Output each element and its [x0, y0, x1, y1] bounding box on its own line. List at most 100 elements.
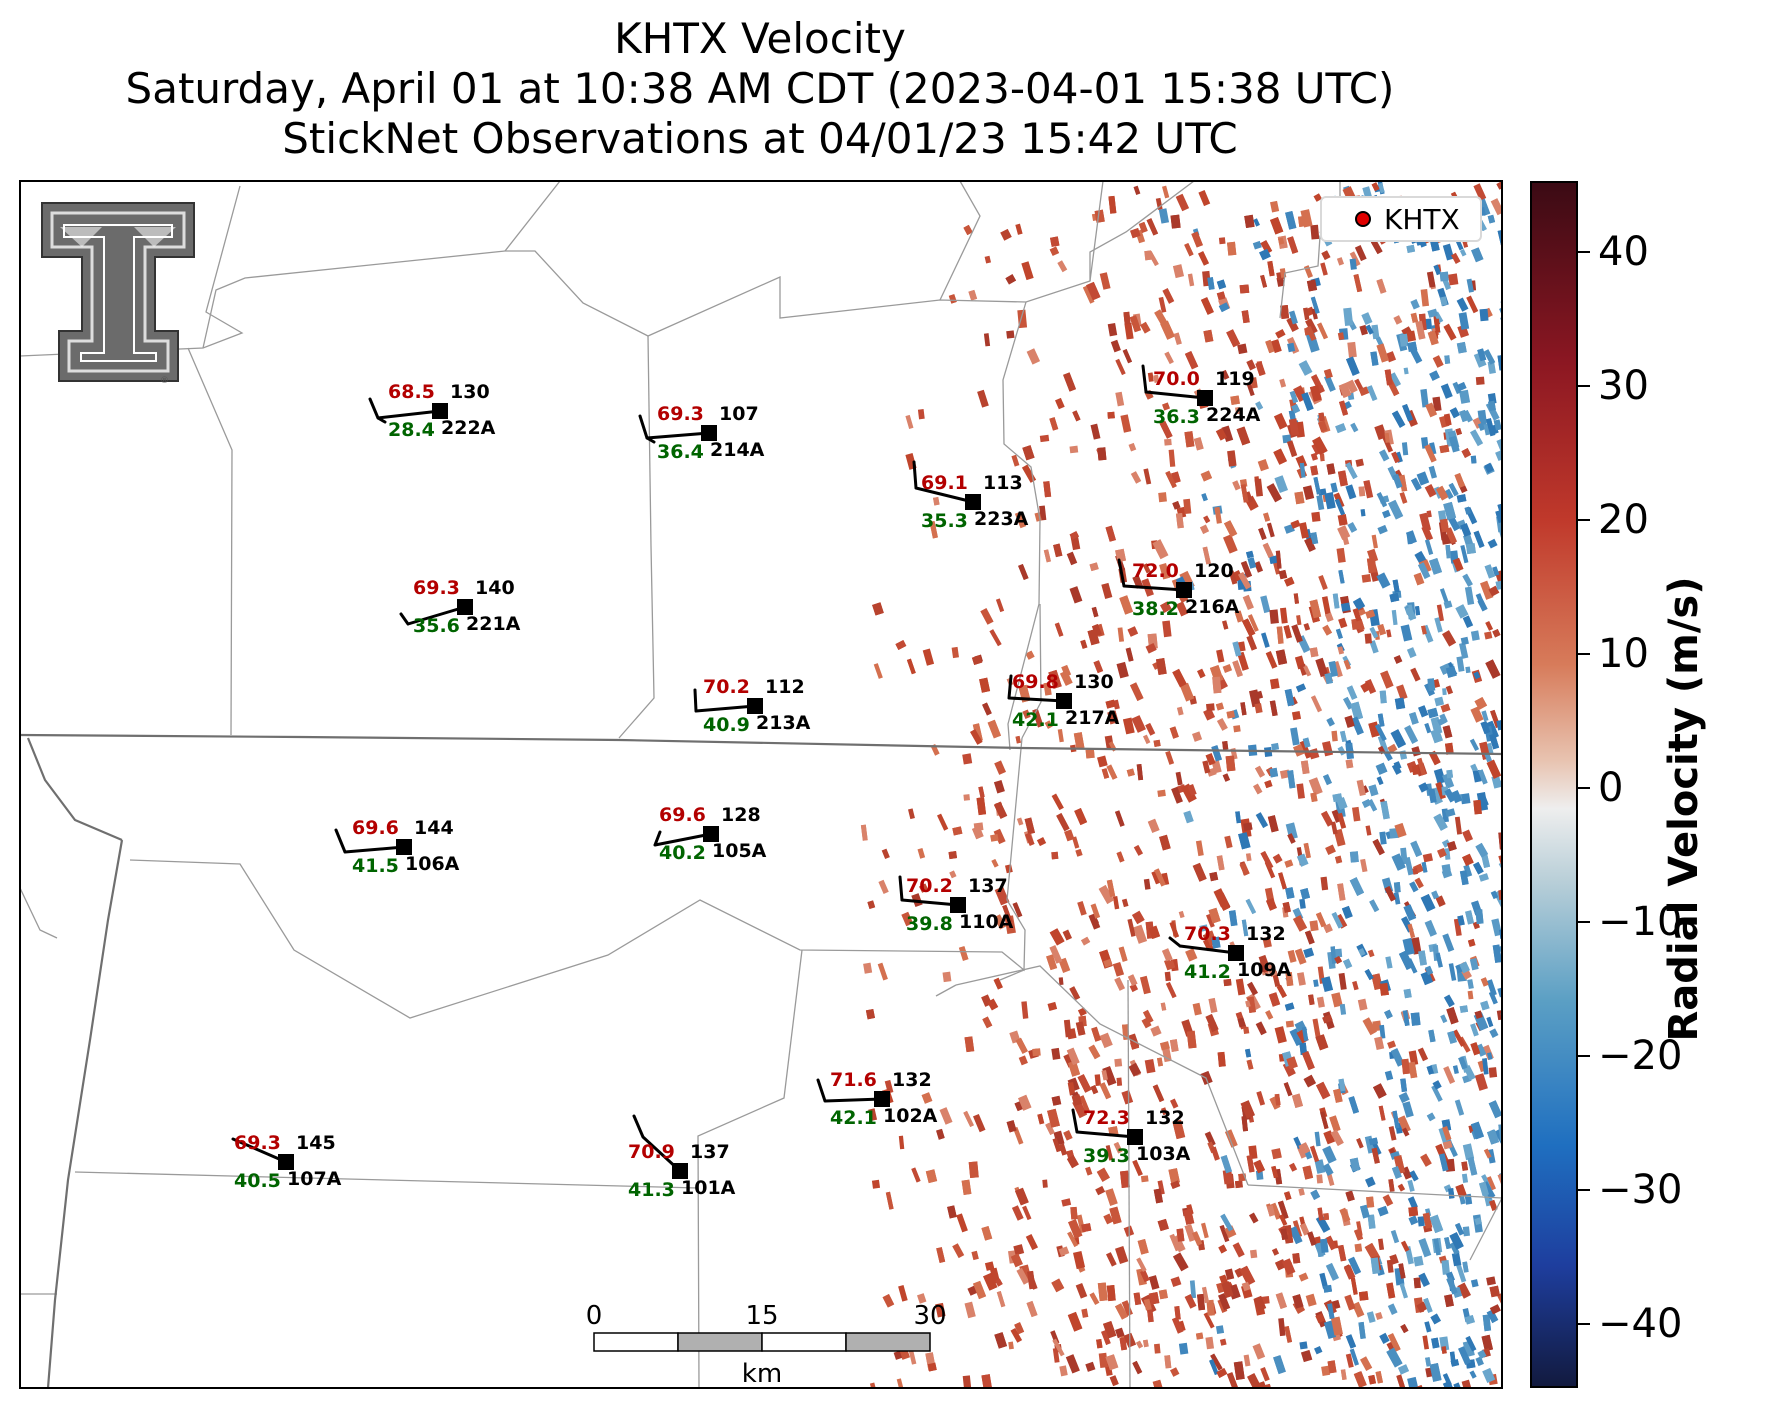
station-pressure: 132: [1145, 1107, 1185, 1129]
station-dewpoint: 40.5: [234, 1170, 281, 1192]
station-pressure: 137: [690, 1141, 730, 1163]
colorbar-tick: [1578, 251, 1590, 253]
station-dewpoint: 41.5: [352, 855, 399, 877]
station-temperature: 69.3: [234, 1132, 281, 1154]
station-pressure: 130: [1074, 671, 1114, 693]
county-borders: [20, 181, 1502, 1388]
station-109a[interactable]: 70.3 132 41.2 109A: [1168, 923, 1292, 983]
scale-segment: [677, 1332, 763, 1352]
title-line-2: Saturday, April 01 at 10:38 AM CDT (2023…: [125, 64, 1395, 113]
colorbar-tick-label: 10: [1598, 631, 1649, 677]
station-103a[interactable]: 72.3 132 39.3 103A: [1071, 1107, 1191, 1167]
wind-barb-icon: [653, 830, 713, 847]
station-223a[interactable]: 69.1 113 35.3 223A: [912, 460, 1029, 532]
station-dewpoint: 41.3: [628, 1179, 675, 1201]
wind-barb-icon: [334, 828, 406, 854]
station-214a[interactable]: 69.3 107 36.4 214A: [638, 403, 765, 463]
station-marker-icon: [703, 826, 719, 842]
wind-barb-icon: [368, 397, 442, 424]
station-pressure: 112: [765, 676, 805, 698]
state-borders: [20, 733, 1502, 1388]
title-line-1: KHTX Velocity: [614, 14, 906, 63]
station-marker-icon: [1228, 945, 1244, 961]
colorbar-tick-label: 0: [1598, 765, 1624, 811]
station-pressure: 113: [983, 472, 1023, 494]
station-dewpoint: 39.3: [1083, 1145, 1130, 1167]
scale-segment: [845, 1332, 931, 1352]
wind-barb-icon: [693, 688, 757, 713]
station-id: 222A: [441, 417, 496, 439]
colorbar-tick-label: 40: [1598, 229, 1649, 275]
station-216a[interactable]: 72.0 120 38.2 216A: [1117, 558, 1240, 620]
station-102a[interactable]: 71.6 132 42.1 102A: [816, 1069, 938, 1129]
station-marker-icon: [747, 698, 763, 714]
colorbar-tick: [1578, 519, 1590, 521]
colorbar-tick-label: −10: [1598, 899, 1683, 945]
station-dewpoint: 42.1: [1012, 709, 1059, 731]
station-id: 223A: [974, 508, 1029, 530]
station-213a[interactable]: 70.2 112 40.9 213A: [693, 676, 811, 736]
station-temperature: 69.6: [659, 804, 706, 826]
station-pressure: 128: [721, 804, 761, 826]
station-101a[interactable]: 70.9 137 41.3 101A: [628, 1114, 736, 1201]
station-pressure: 144: [414, 817, 454, 839]
colorbar-tick-label: −20: [1598, 1033, 1683, 1079]
scale-unit: km: [742, 1359, 782, 1389]
colorbar: [1530, 181, 1578, 1388]
station-marker-icon: [701, 425, 717, 441]
station-temperature: 70.2: [703, 676, 750, 698]
radar-site-marker-icon: [1355, 211, 1371, 227]
station-222a[interactable]: 68.5 130 28.4 222A: [368, 381, 496, 441]
station-temperature: 70.3: [1184, 923, 1231, 945]
scale-label-0: 0: [586, 1301, 603, 1331]
station-107a[interactable]: 69.3 145 40.5 107A: [231, 1132, 342, 1192]
station-dewpoint: 35.6: [413, 615, 460, 637]
station-105a[interactable]: 69.6 128 40.2 105A: [653, 804, 767, 864]
colorbar-tick: [1578, 1189, 1590, 1191]
colorbar-tick: [1578, 653, 1590, 655]
wind-barb-icon: [816, 1078, 884, 1103]
station-dewpoint: 41.2: [1184, 961, 1231, 983]
legend-label: KHTX: [1384, 203, 1460, 236]
wind-barb-icon: [1168, 936, 1238, 955]
station-pressure: 130: [450, 381, 490, 403]
station-temperature: 68.5: [388, 381, 435, 403]
station-marker-icon: [432, 403, 448, 419]
station-224a[interactable]: 70.0 119 36.3 224A: [1141, 364, 1261, 428]
map-frame: [19, 180, 1503, 1389]
wind-barb-icon: [1071, 1108, 1137, 1139]
scale-segment: [593, 1332, 679, 1352]
map-legend: KHTX: [1320, 196, 1482, 242]
station-marker-icon: [950, 897, 966, 913]
wind-barb-icon: [231, 1137, 288, 1164]
wind-barb-icon: [638, 414, 711, 444]
sticknet-stations: 68.5 130 28.4 222A 69.3 107 36.4 214A 70.0 119 36.…: [231, 364, 1292, 1201]
station-221a[interactable]: 69.3 140 35.6 221A: [399, 577, 521, 637]
colorbar-tick-label: −30: [1598, 1167, 1683, 1213]
station-pressure: 132: [1246, 923, 1286, 945]
station-id: 110A: [959, 911, 1014, 933]
colorbar-title: Radial Velocity (m/s): [1661, 576, 1707, 1042]
station-pressure: 107: [719, 403, 759, 425]
station-id: 101A: [681, 1177, 736, 1199]
station-dewpoint: 35.3: [921, 510, 968, 532]
station-106a[interactable]: 69.6 144 41.5 106A: [334, 817, 460, 877]
station-temperature: 69.3: [413, 577, 460, 599]
station-marker-icon: [1056, 693, 1072, 709]
wind-barb-icon: [912, 460, 975, 504]
station-temperature: 72.3: [1083, 1107, 1130, 1129]
colorbar-tick: [1578, 1323, 1590, 1325]
station-217a[interactable]: 69.8 130 42.1 217A: [1007, 671, 1120, 731]
wind-barb-icon: [1141, 364, 1207, 400]
station-marker-icon: [965, 494, 981, 510]
station-110a[interactable]: 70.2 137 39.8 110A: [898, 875, 1014, 935]
wind-barb-icon: [1117, 558, 1186, 592]
station-id: 106A: [405, 853, 460, 875]
station-marker-icon: [278, 1154, 294, 1170]
station-marker-icon: [1176, 582, 1192, 598]
station-marker-icon: [1197, 390, 1213, 406]
station-pressure: 140: [475, 577, 515, 599]
station-marker-icon: [672, 1163, 688, 1179]
station-dewpoint: 28.4: [388, 419, 435, 441]
